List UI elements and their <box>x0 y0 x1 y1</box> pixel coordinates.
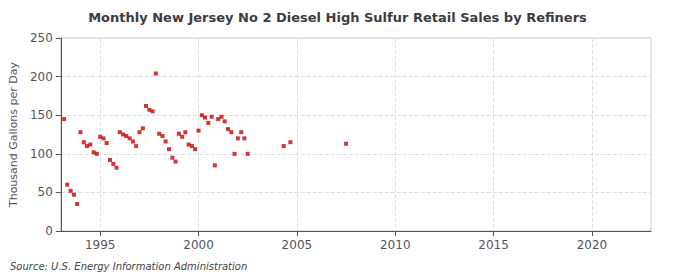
svg-text:150: 150 <box>30 108 53 122</box>
svg-text:0: 0 <box>45 224 53 238</box>
svg-text:200: 200 <box>30 70 53 84</box>
svg-text:1995: 1995 <box>85 238 116 252</box>
svg-text:2005: 2005 <box>282 238 313 252</box>
svg-text:Thousand Gallons per Day: Thousand Gallons per Day <box>7 61 20 208</box>
svg-text:250: 250 <box>30 31 53 45</box>
svg-text:Source: U.S. Energy Informatio: Source: U.S. Energy Information Administ… <box>10 261 247 272</box>
svg-text:Monthly New Jersey No 2 Diesel: Monthly New Jersey No 2 Diesel High Sulf… <box>88 10 587 25</box>
svg-text:2015: 2015 <box>478 238 509 252</box>
svg-text:2010: 2010 <box>380 238 411 252</box>
svg-text:100: 100 <box>30 147 53 161</box>
svg-text:2020: 2020 <box>577 238 608 252</box>
svg-text:2000: 2000 <box>183 238 214 252</box>
svg-text:50: 50 <box>38 185 53 199</box>
